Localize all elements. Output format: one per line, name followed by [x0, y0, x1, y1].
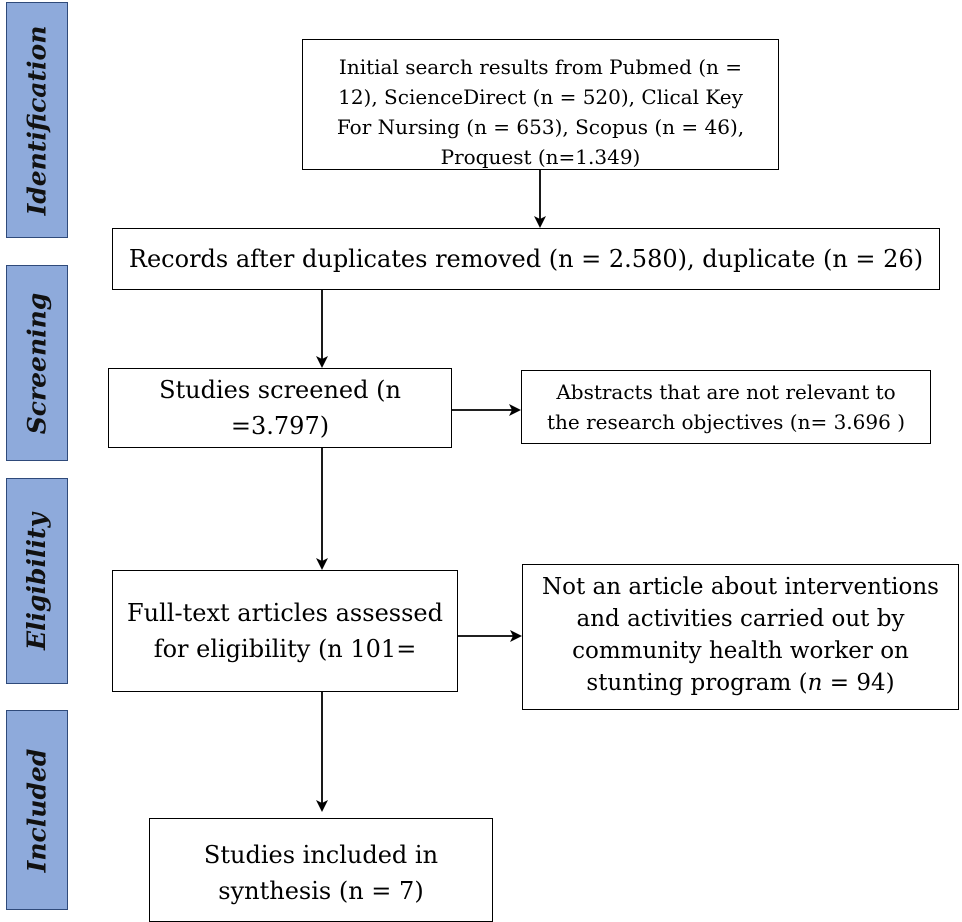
initial-search-text: Initial search results from Pubmed (n = … [336, 55, 745, 169]
stage-eligibility: Eligibility [6, 478, 68, 684]
box-initial-search: Initial search results from Pubmed (n = … [302, 39, 779, 170]
box-fulltext-assessed: Full-text articles assessed for eligibil… [112, 570, 458, 692]
box-records-after-duplicates: Records after duplicates removed (n = 2.… [112, 228, 940, 290]
box-studies-screened: Studies screened (n =3.797) [108, 368, 452, 448]
records-after-duplicates-text: Records after duplicates removed (n = 2.… [128, 245, 924, 273]
stage-screening: Screening [6, 265, 68, 461]
not-article-excluded-n: n [807, 670, 823, 696]
studies-screened-text: Studies screened (n =3.797) [159, 376, 401, 440]
stage-included: Included [6, 710, 68, 910]
box-not-article-excluded: Not an article about interventions and a… [522, 564, 959, 710]
not-article-excluded-main: Not an article about interventions and a… [542, 574, 939, 696]
fulltext-assessed-text: Full-text articles assessed for eligibil… [127, 599, 443, 663]
box-included-synthesis: Studies included in synthesis (n = 7) [149, 818, 493, 922]
box-abstracts-excluded: Abstracts that are not relevant to the r… [521, 370, 931, 444]
abstracts-excluded-text: Abstracts that are not relevant to the r… [546, 380, 906, 434]
not-article-excluded-text: Not an article about interventions and a… [542, 571, 939, 699]
stage-identification: Identification [6, 2, 68, 238]
not-article-excluded-count: = 94) [822, 670, 895, 696]
included-synthesis-text: Studies included in synthesis (n = 7) [203, 841, 439, 905]
